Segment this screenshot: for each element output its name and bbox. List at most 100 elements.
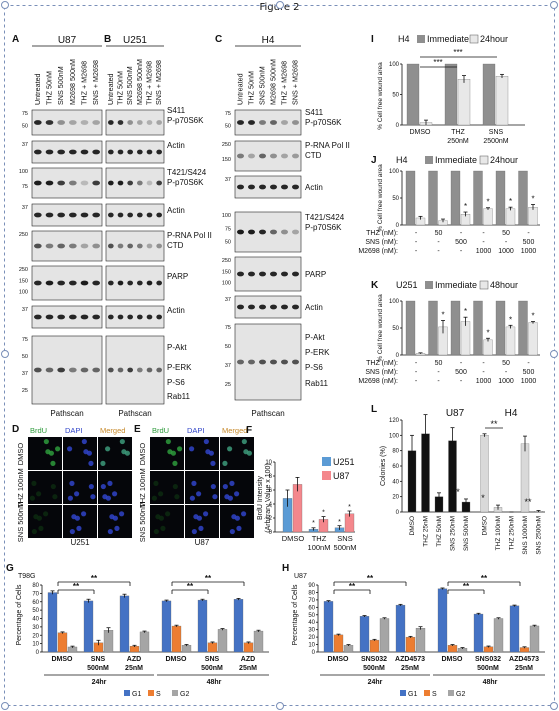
chart-title: U87: [294, 573, 307, 580]
chart-g-tick-label: 10: [32, 642, 39, 648]
significance-stars: **: [91, 574, 98, 583]
mw-marker: 50: [22, 124, 28, 130]
lane-label: THZ + M2698: [80, 61, 89, 105]
blot-strip: [31, 265, 103, 301]
bar-g2: [379, 618, 390, 653]
cell-nucleus: [119, 438, 125, 445]
significance-stars: **: [463, 582, 470, 591]
resize-handle-top-left[interactable]: [1, 1, 9, 9]
condition-value: 1000: [521, 378, 537, 385]
y-axis-label: % Cell free wound area: [377, 164, 384, 232]
cell-nucleus: [222, 483, 228, 490]
condition-value: 500: [523, 369, 535, 376]
blot-band: [137, 212, 143, 218]
chart-l-tick-label: 0: [396, 510, 400, 516]
blot-band: [248, 359, 255, 365]
blot-label: Actin: [305, 183, 323, 192]
timepoint-label: 48hr: [483, 679, 498, 686]
blot-strip: [234, 323, 302, 401]
bar-immediate: [444, 63, 458, 126]
lane-label: THZ 50nM: [45, 71, 54, 105]
cell-nucleus: [229, 480, 235, 486]
blot-label: T421/S424: [305, 213, 345, 222]
blot-band: [156, 367, 163, 373]
lane-label: Untreated: [236, 73, 245, 105]
resize-handle-top-middle[interactable]: [276, 1, 284, 9]
resize-handle-top-right[interactable]: [550, 1, 558, 9]
significance-stars: ***: [453, 48, 462, 57]
blot-band: [248, 271, 255, 277]
category-label: 25nM: [515, 665, 533, 672]
bar-immediate: [406, 63, 420, 126]
blot-band: [281, 120, 288, 125]
bar-immediate: [482, 63, 496, 126]
blot-band: [108, 212, 114, 218]
blot-band: [34, 149, 42, 155]
mw-marker: 75: [225, 325, 231, 331]
blot-band: [127, 243, 133, 249]
blot-band: [281, 184, 288, 190]
cell-nucleus: [69, 480, 75, 486]
blot-band: [45, 314, 54, 320]
bar-immediate: [473, 170, 483, 226]
blot-band: [259, 304, 266, 310]
blot-band: [69, 280, 77, 286]
bar-immediate: [495, 300, 506, 356]
blot-band: [34, 212, 42, 218]
condition-value: 1000: [521, 248, 537, 255]
legend-label: G1: [132, 691, 141, 698]
mw-marker: 37: [22, 205, 28, 211]
blot-band: [156, 243, 163, 249]
blot-strip: [31, 305, 103, 329]
cell-nucleus: [76, 525, 82, 531]
category-label: SNS: [205, 656, 220, 663]
blot-band: [80, 243, 89, 249]
cell-nucleus: [112, 491, 118, 497]
legend-swatch-u87: [322, 471, 331, 480]
blot-band: [137, 243, 143, 249]
blot-band: [69, 367, 77, 373]
category-label: SNS 250nM: [450, 516, 457, 551]
blot-band: [69, 120, 77, 125]
mw-marker: 50: [225, 124, 231, 130]
resize-handle-bottom-left[interactable]: [1, 702, 9, 710]
bar-24hour: [495, 76, 509, 126]
significance-star: *: [348, 504, 351, 511]
bar-s: [57, 632, 68, 653]
condition-value: -: [527, 230, 530, 237]
blot-band: [127, 314, 133, 320]
resize-handle-middle-right[interactable]: [550, 350, 558, 358]
resize-handle-bottom-middle[interactable]: [276, 702, 284, 710]
row-label: THZ 100nM: [138, 468, 147, 508]
mw-marker: 50: [225, 344, 231, 350]
blot-band: [237, 120, 244, 125]
resize-handle-middle-left[interactable]: [1, 350, 9, 358]
cell-nucleus: [71, 514, 77, 520]
legend-swatch-g1: [124, 690, 130, 696]
chart-j-tick-label: 0: [396, 223, 400, 229]
blot-band: [156, 180, 163, 186]
lane-label: SNS 500nM: [56, 66, 65, 105]
condition-label: SNS (nM):: [365, 369, 398, 376]
blot-band: [292, 304, 299, 310]
resize-handle-bottom-right[interactable]: [550, 702, 558, 710]
panel-letter: L: [371, 404, 377, 415]
row-label: DMSO: [138, 443, 147, 466]
category-label: DMSO: [328, 656, 350, 663]
category-label: SNS032: [361, 656, 387, 663]
legend-label: G2: [456, 691, 465, 698]
condition-value: 50: [502, 230, 510, 237]
blot-band: [92, 180, 100, 186]
blot-band: [146, 212, 153, 218]
category-label: 25nM: [401, 665, 419, 672]
mw-marker: 250: [222, 258, 231, 264]
blot-band: [45, 149, 54, 155]
mw-marker: 100: [222, 281, 231, 287]
significance-star: *: [486, 198, 489, 207]
stain-label: DAPI: [187, 426, 205, 435]
lane-label: M2698 500nM: [269, 59, 278, 105]
cell-nucleus: [189, 446, 195, 452]
bar-s: [405, 636, 416, 653]
cell-nucleus: [203, 438, 209, 445]
cell-nucleus: [119, 511, 125, 517]
